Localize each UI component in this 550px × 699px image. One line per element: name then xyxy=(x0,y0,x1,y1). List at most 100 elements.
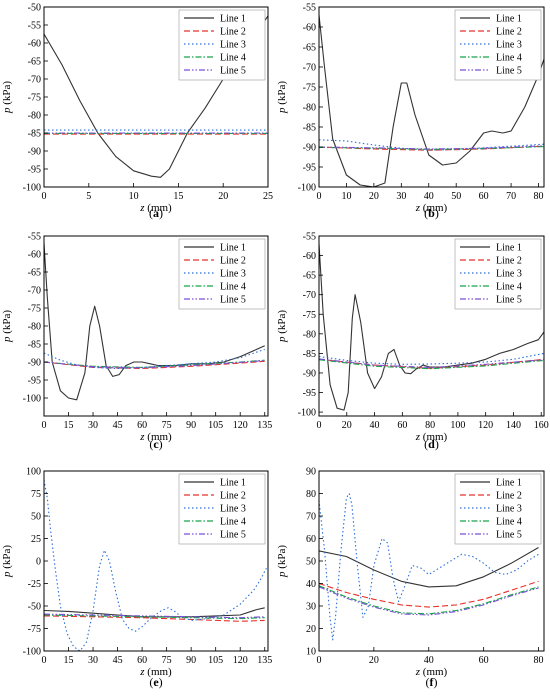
legend-label-1: Line 1 xyxy=(496,478,522,489)
series-line-2 xyxy=(319,581,539,607)
x-tick-label: 15 xyxy=(64,655,74,666)
legend-label-5: Line 5 xyxy=(496,530,522,541)
x-tick-label: 5 xyxy=(86,191,91,202)
y-tick-label: 90 xyxy=(306,467,316,478)
y-tick-label: -85 xyxy=(28,129,41,140)
y-tick-label: 50 xyxy=(31,512,41,523)
y-tick-label: 70 xyxy=(306,512,316,523)
y-tick-label: -60 xyxy=(28,250,41,261)
legend-label-1: Line 1 xyxy=(496,14,522,25)
panel-caption: (b) xyxy=(424,206,439,220)
y-tick-label: -70 xyxy=(303,290,316,301)
legend-label-5: Line 5 xyxy=(220,295,246,306)
y-tick-label: -95 xyxy=(303,163,316,174)
panel-a: 0 5 10 15 20 25-100-95-90-85-80-75-70-65-60-5… xyxy=(1,3,273,221)
x-tick-label: 135 xyxy=(257,655,272,666)
y-axis-label: p (kPa) xyxy=(1,545,13,578)
y-tick-label: -90 xyxy=(303,368,316,379)
legend-label-4: Line 4 xyxy=(496,517,522,528)
x-tick-label: 0 xyxy=(317,420,322,431)
x-tick-label: 15 xyxy=(64,420,74,431)
y-tick-label: -70 xyxy=(28,286,41,297)
y-tick-label: -100 xyxy=(298,183,316,194)
legend-label-1: Line 1 xyxy=(220,14,246,25)
legend-label-4: Line 4 xyxy=(220,517,246,528)
y-tick-label: -100 xyxy=(23,183,41,194)
x-tick-label: 15 xyxy=(173,191,183,202)
y-tick-label: -95 xyxy=(28,165,41,176)
x-tick-label: 135 xyxy=(257,420,272,431)
legend-label-2: Line 2 xyxy=(220,27,246,38)
legend-label-4: Line 4 xyxy=(220,53,246,64)
y-tick-label: 60 xyxy=(306,534,316,545)
x-tick-label: 45 xyxy=(113,655,123,666)
x-tick-label: 30 xyxy=(88,420,98,431)
y-tick-label: -70 xyxy=(303,63,316,74)
y-tick-label: 80 xyxy=(306,489,316,500)
x-tick-label: 20 xyxy=(369,655,379,666)
y-tick-label: 10 xyxy=(306,647,316,658)
x-tick-label: 20 xyxy=(218,191,228,202)
y-tick-label: -100 xyxy=(298,408,316,419)
legend-label-1: Line 1 xyxy=(220,478,246,489)
y-tick-label: -55 xyxy=(28,21,41,32)
y-axis-label: p (kPa) xyxy=(1,310,13,343)
x-tick-label: 90 xyxy=(186,655,196,666)
x-tick-label: 60 xyxy=(479,655,489,666)
y-tick-label: -75 xyxy=(28,304,41,315)
x-tick-label: 40 xyxy=(370,420,380,431)
y-tick-label: 0 xyxy=(36,557,41,568)
y-tick-label: -90 xyxy=(303,143,316,154)
legend-label-3: Line 3 xyxy=(496,40,522,51)
y-tick-label: -75 xyxy=(28,93,41,104)
y-tick-label: 20 xyxy=(306,624,316,635)
x-tick-label: 25 xyxy=(263,191,273,202)
panel-f: 0 20 40 60 80102030405060708090z (mm)p (kPa)… xyxy=(276,467,544,690)
y-tick-label: -90 xyxy=(28,147,41,158)
y-tick-label: -80 xyxy=(303,329,316,340)
legend-label-4: Line 4 xyxy=(496,53,522,64)
y-tick-label: 30 xyxy=(306,602,316,613)
legend-label-1: Line 1 xyxy=(220,243,246,254)
y-tick-label: -65 xyxy=(303,43,316,54)
legend-label-5: Line 5 xyxy=(220,530,246,541)
y-tick-label: -80 xyxy=(28,322,41,333)
panel-caption: (e) xyxy=(149,675,162,689)
y-tick-label: 75 xyxy=(31,489,41,500)
x-tick-label: 60 xyxy=(137,420,147,431)
x-tick-label: 20 xyxy=(342,420,352,431)
y-tick-label: -70 xyxy=(28,75,41,86)
x-tick-label: 80 xyxy=(534,191,544,202)
x-tick-label: 100 xyxy=(450,420,465,431)
legend-label-4: Line 4 xyxy=(220,282,246,293)
x-tick-label: 30 xyxy=(396,191,406,202)
panel-caption: (c) xyxy=(149,437,162,451)
x-tick-label: 10 xyxy=(341,191,351,202)
y-tick-label: -60 xyxy=(303,251,316,262)
y-tick-label: -75 xyxy=(28,624,41,635)
y-tick-label: -55 xyxy=(303,232,316,243)
y-tick-label: -100 xyxy=(23,647,41,658)
y-tick-label: -80 xyxy=(28,111,41,122)
y-tick-label: -100 xyxy=(23,394,41,405)
y-tick-label: -85 xyxy=(28,340,41,351)
y-axis-label: p (kPa) xyxy=(276,81,288,114)
legend: Line 1 Line 2 Line 3 Line 4 Line 5 xyxy=(455,474,541,544)
y-tick-label: -55 xyxy=(303,3,316,14)
x-tick-label: 40 xyxy=(424,655,434,666)
x-tick-label: 0 xyxy=(42,420,47,431)
legend-label-3: Line 3 xyxy=(220,504,246,515)
x-tick-label: 50 xyxy=(451,191,461,202)
y-axis-label: p (kPa) xyxy=(276,310,288,343)
legend-label-3: Line 3 xyxy=(220,40,246,51)
legend-label-3: Line 3 xyxy=(496,504,522,515)
x-tick-label: 80 xyxy=(534,655,544,666)
y-tick-label: -60 xyxy=(28,39,41,50)
x-tick-label: 10 xyxy=(129,191,139,202)
x-tick-label: 140 xyxy=(506,420,521,431)
series-line-3 xyxy=(319,140,544,150)
legend-label-2: Line 2 xyxy=(496,491,522,502)
y-tick-label: -65 xyxy=(28,268,41,279)
y-tick-label: -85 xyxy=(303,349,316,360)
